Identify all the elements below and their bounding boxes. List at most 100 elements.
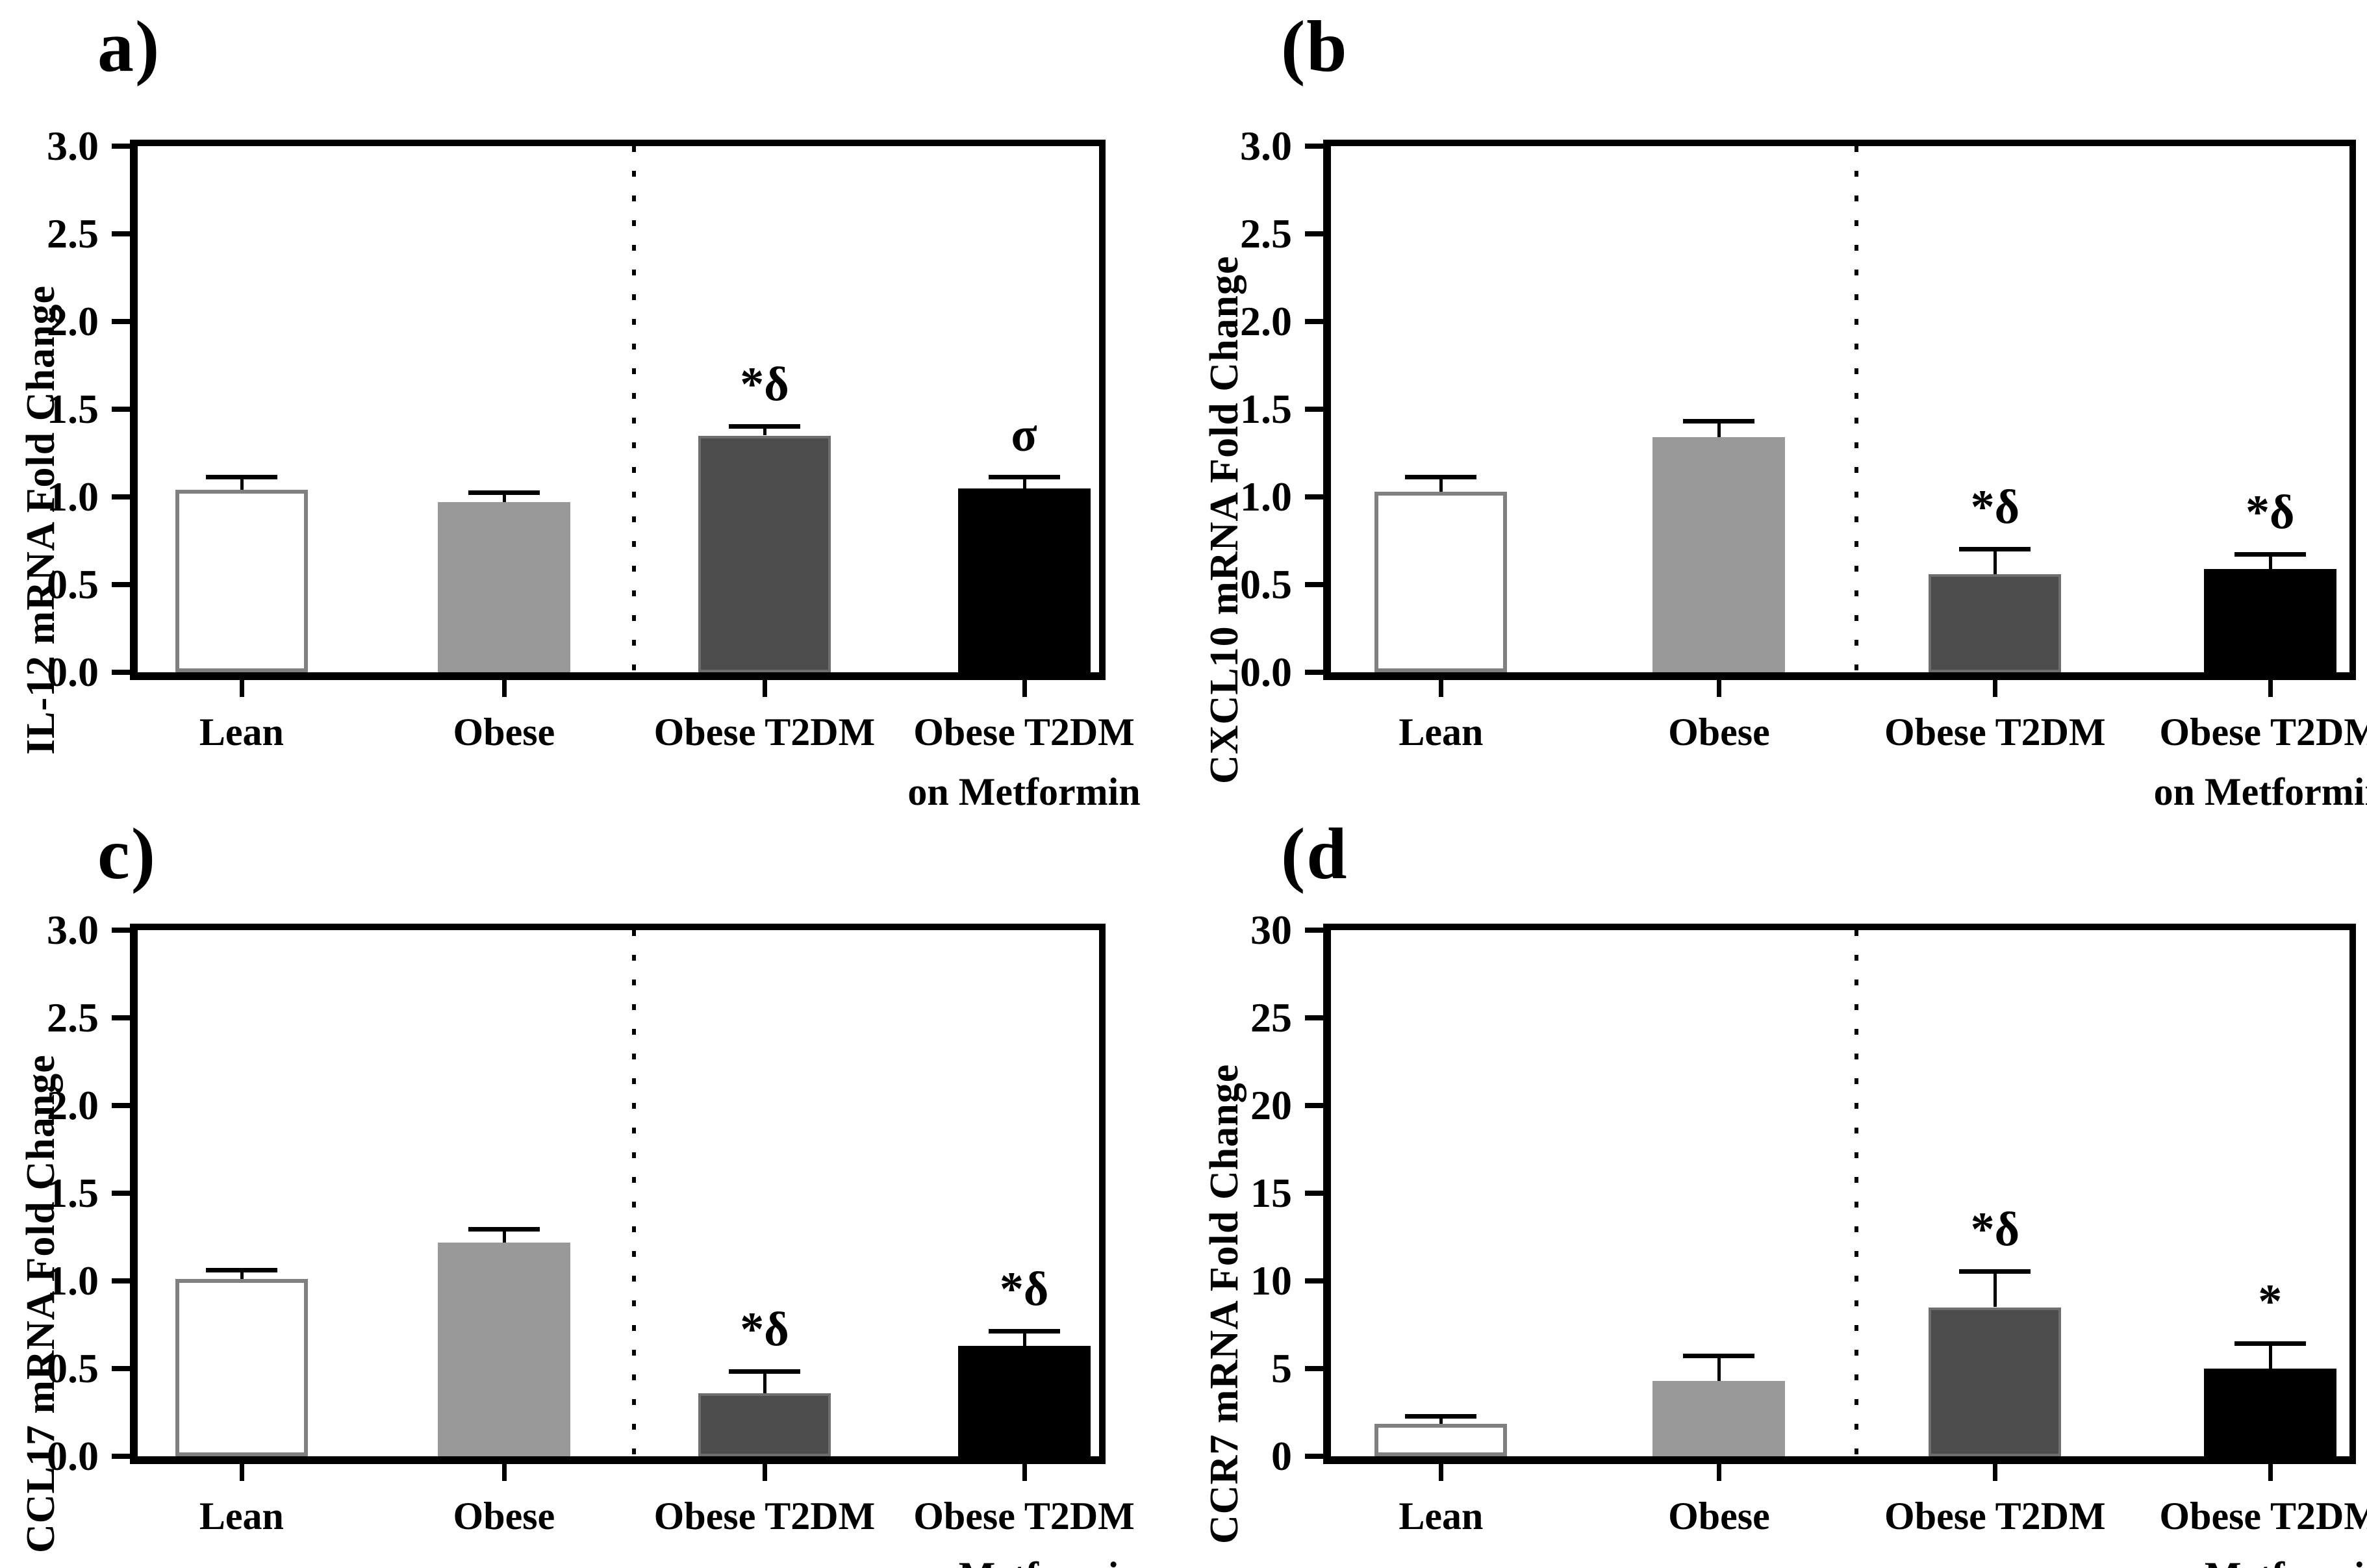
error-bar-cap <box>728 424 800 429</box>
y-tick <box>112 928 130 933</box>
bar <box>698 1393 831 1456</box>
error-bar-cap <box>1405 475 1477 479</box>
y-tick <box>112 319 130 324</box>
bar <box>2203 568 2336 672</box>
bar <box>437 502 570 672</box>
error-bar-stem <box>502 495 506 503</box>
y-tick-label: 20 <box>1250 1082 1292 1128</box>
error-bar-cap <box>2234 551 2306 557</box>
y-tick-label: 0.0 <box>47 649 99 695</box>
y-tick-label: 0 <box>1271 1433 1292 1479</box>
significance-label: *δ <box>740 1303 789 1357</box>
plot-area: 0.0 0.5 1.0 1.5 2.0 2.5 3.0 Lean Obese *δ Obese T2… <box>47 907 1141 1568</box>
error-bar-stem <box>502 1232 506 1243</box>
y-tick <box>1305 144 1323 149</box>
error-bar-cap <box>1405 1413 1477 1419</box>
y-tick <box>112 231 130 236</box>
y-tick <box>112 1366 130 1371</box>
bar <box>1929 574 2062 672</box>
error-bar-stem <box>1022 1334 1026 1346</box>
y-tick <box>1305 1015 1323 1020</box>
x-category-label: Lean <box>199 1495 284 1537</box>
x-tick <box>1717 680 1722 697</box>
error-bar-cap <box>988 1329 1060 1334</box>
error-bar-stem <box>763 1374 766 1393</box>
x-tick <box>1022 1464 1027 1481</box>
y-tick <box>1305 670 1323 675</box>
x-category-label: Lean <box>1399 1495 1484 1537</box>
error-bar-cap <box>2234 1341 2306 1346</box>
panel-d: (d CCR7 mRNA Fold Change 0 5 10 15 20 25 30 Lea… <box>1184 784 2367 1568</box>
x-tick <box>1022 680 1027 697</box>
y-tick-label: 0.5 <box>47 561 99 607</box>
x-category-label: Obese T2DM on Metformin <box>907 1495 1140 1568</box>
y-tick <box>112 1278 130 1283</box>
y-tick-label: 2.0 <box>47 1082 99 1128</box>
y-tick <box>1305 407 1323 412</box>
bar <box>698 435 831 672</box>
y-tick <box>1305 1278 1323 1283</box>
y-tick-label: 2.0 <box>1240 298 1292 344</box>
error-bar-cap <box>1683 1353 1755 1358</box>
error-bar-cap <box>1959 1269 2031 1274</box>
error-bar-stem <box>1439 479 1443 492</box>
y-tick <box>112 144 130 149</box>
y-tick <box>1305 1103 1323 1108</box>
y-tick-label: 30 <box>1250 907 1292 953</box>
y-tick-label: 1.5 <box>1240 386 1292 432</box>
x-tick <box>239 680 244 697</box>
error-bar-stem <box>2268 556 2272 569</box>
y-tick-label: 1.0 <box>47 474 99 520</box>
y-tick-label: 1.0 <box>1240 474 1292 520</box>
y-tick-label: 1.5 <box>47 1170 99 1216</box>
panel-b: (b CXCL10 mRNA Fold Change 0.0 0.5 1.0 1.5 2… <box>1184 0 2367 813</box>
error-bar-stem <box>1717 1358 1721 1381</box>
x-category-label: Obese T2DM <box>1884 711 2106 753</box>
x-category-label: Obese T2DM <box>653 711 876 753</box>
y-tick <box>1305 1191 1323 1196</box>
error-bar-cap <box>205 1267 277 1272</box>
bar <box>175 1279 308 1456</box>
bar <box>437 1242 570 1456</box>
y-tick <box>1305 582 1323 587</box>
significance-label: *δ <box>999 1263 1049 1316</box>
error-bar-stem <box>240 1272 244 1280</box>
y-tick-label: 10 <box>1250 1258 1292 1304</box>
y-tick <box>1305 1454 1323 1459</box>
y-tick-label: 2.0 <box>47 298 99 344</box>
y-tick <box>1305 928 1323 933</box>
bar <box>1652 1380 1786 1456</box>
significance-label: *δ <box>2245 485 2295 539</box>
x-tick <box>239 1464 244 1481</box>
significance-label: *δ <box>1970 480 2020 534</box>
x-category-label: Obese T2DM on Metformin <box>2154 1495 2367 1568</box>
significance-label: *δ <box>740 357 789 411</box>
panel-c: c) CCL17 mRNA Fold Change 0.0 0.5 1.0 1.5 2.… <box>0 784 1184 1568</box>
y-tick-label: 1.0 <box>47 1258 99 1304</box>
y-tick <box>112 670 130 675</box>
error-bar-cap <box>988 475 1060 479</box>
bar <box>2203 1369 2336 1456</box>
y-tick <box>1305 494 1323 499</box>
error-bar-cap <box>728 1369 800 1374</box>
x-tick <box>501 1464 507 1481</box>
x-tick <box>1439 1464 1444 1481</box>
x-tick <box>501 680 507 697</box>
y-tick-label: 25 <box>1250 994 1292 1041</box>
error-bar-stem <box>1717 423 1721 438</box>
plot-area: 0.0 0.5 1.0 1.5 2.0 2.5 3.0 Lean Obese *δ Obese T2… <box>1240 123 2367 813</box>
y-tick-label: 0.5 <box>1240 561 1292 607</box>
x-category-label: Lean <box>1399 711 1484 753</box>
error-bar-stem <box>763 428 766 436</box>
panel-label-d: (d <box>1281 814 1348 894</box>
y-tick <box>1305 1366 1323 1371</box>
y-tick-label: 2.5 <box>47 994 99 1041</box>
y-tick <box>112 1015 130 1020</box>
significance-label: *δ <box>1970 1203 2020 1257</box>
bar <box>1652 437 1786 672</box>
y-tick <box>112 407 130 412</box>
x-category-label: Obese <box>453 711 555 753</box>
x-tick <box>1717 1464 1722 1481</box>
x-category-label: Lean <box>199 711 284 753</box>
y-tick-label: 5 <box>1271 1345 1292 1391</box>
